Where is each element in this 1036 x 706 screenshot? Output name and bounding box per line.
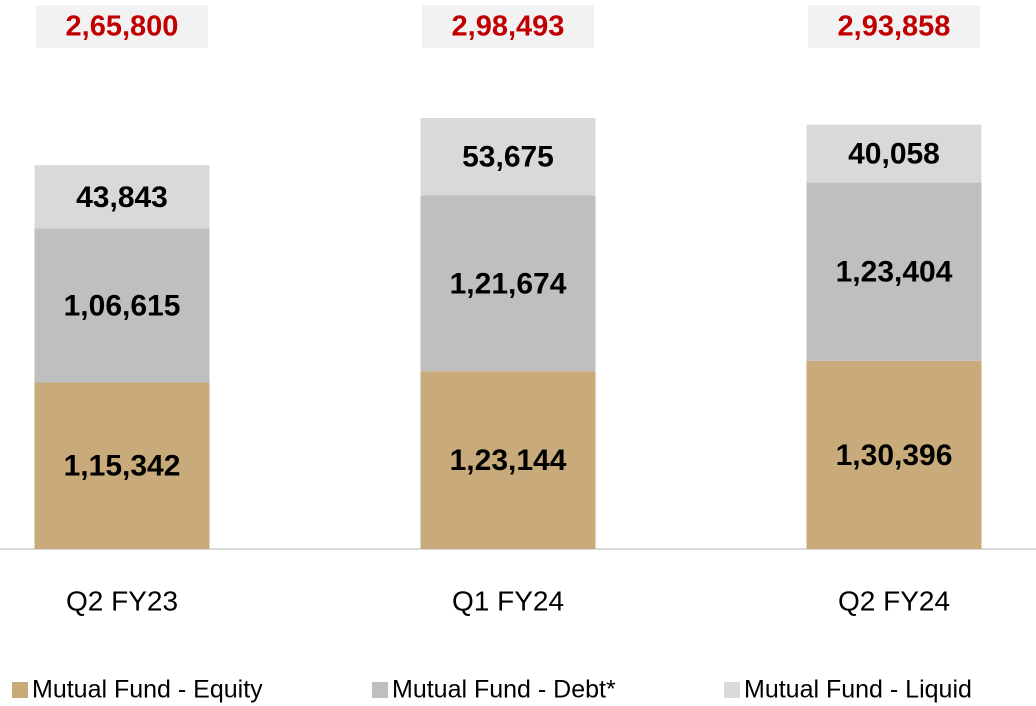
bar-segment [420, 195, 596, 372]
value-label: 43,843 [76, 181, 168, 214]
bar-segment [34, 165, 210, 229]
bar-segment [34, 382, 210, 549]
legend-marker [372, 682, 388, 698]
bar-segment [420, 118, 596, 196]
value-label: 40,058 [848, 138, 940, 171]
x-tick-label: Q1 FY24 [452, 585, 564, 616]
bar-segment [806, 182, 982, 361]
value-label: 1,15,342 [64, 450, 181, 483]
value-label: 1,06,615 [64, 289, 181, 322]
value-label: 1,21,674 [450, 267, 567, 300]
total-label-bg [808, 5, 980, 48]
total-label: 2,93,858 [838, 11, 951, 43]
value-label: 1,23,144 [450, 444, 567, 477]
total-label: 2,98,493 [452, 11, 565, 43]
total-label-bg [36, 5, 208, 48]
bar-segment [806, 360, 982, 549]
bar-segment [420, 371, 596, 549]
legend-label: Mutual Fund - Liquid [744, 676, 972, 704]
legend-label: Mutual Fund - Equity [32, 676, 263, 704]
legend-marker [724, 682, 740, 698]
value-label: 1,30,396 [836, 439, 953, 472]
total-label: 2,65,800 [66, 11, 179, 43]
x-tick-label: Q2 FY23 [66, 585, 178, 616]
x-tick-label: Q2 FY24 [838, 585, 950, 616]
bar-segment [34, 228, 210, 383]
total-label-bg [422, 5, 594, 48]
value-label: 1,23,404 [836, 256, 953, 289]
legend-marker [12, 682, 28, 698]
legend-label: Mutual Fund - Debt* [392, 676, 616, 704]
bar-segment [806, 124, 982, 183]
value-label: 53,675 [462, 141, 554, 174]
